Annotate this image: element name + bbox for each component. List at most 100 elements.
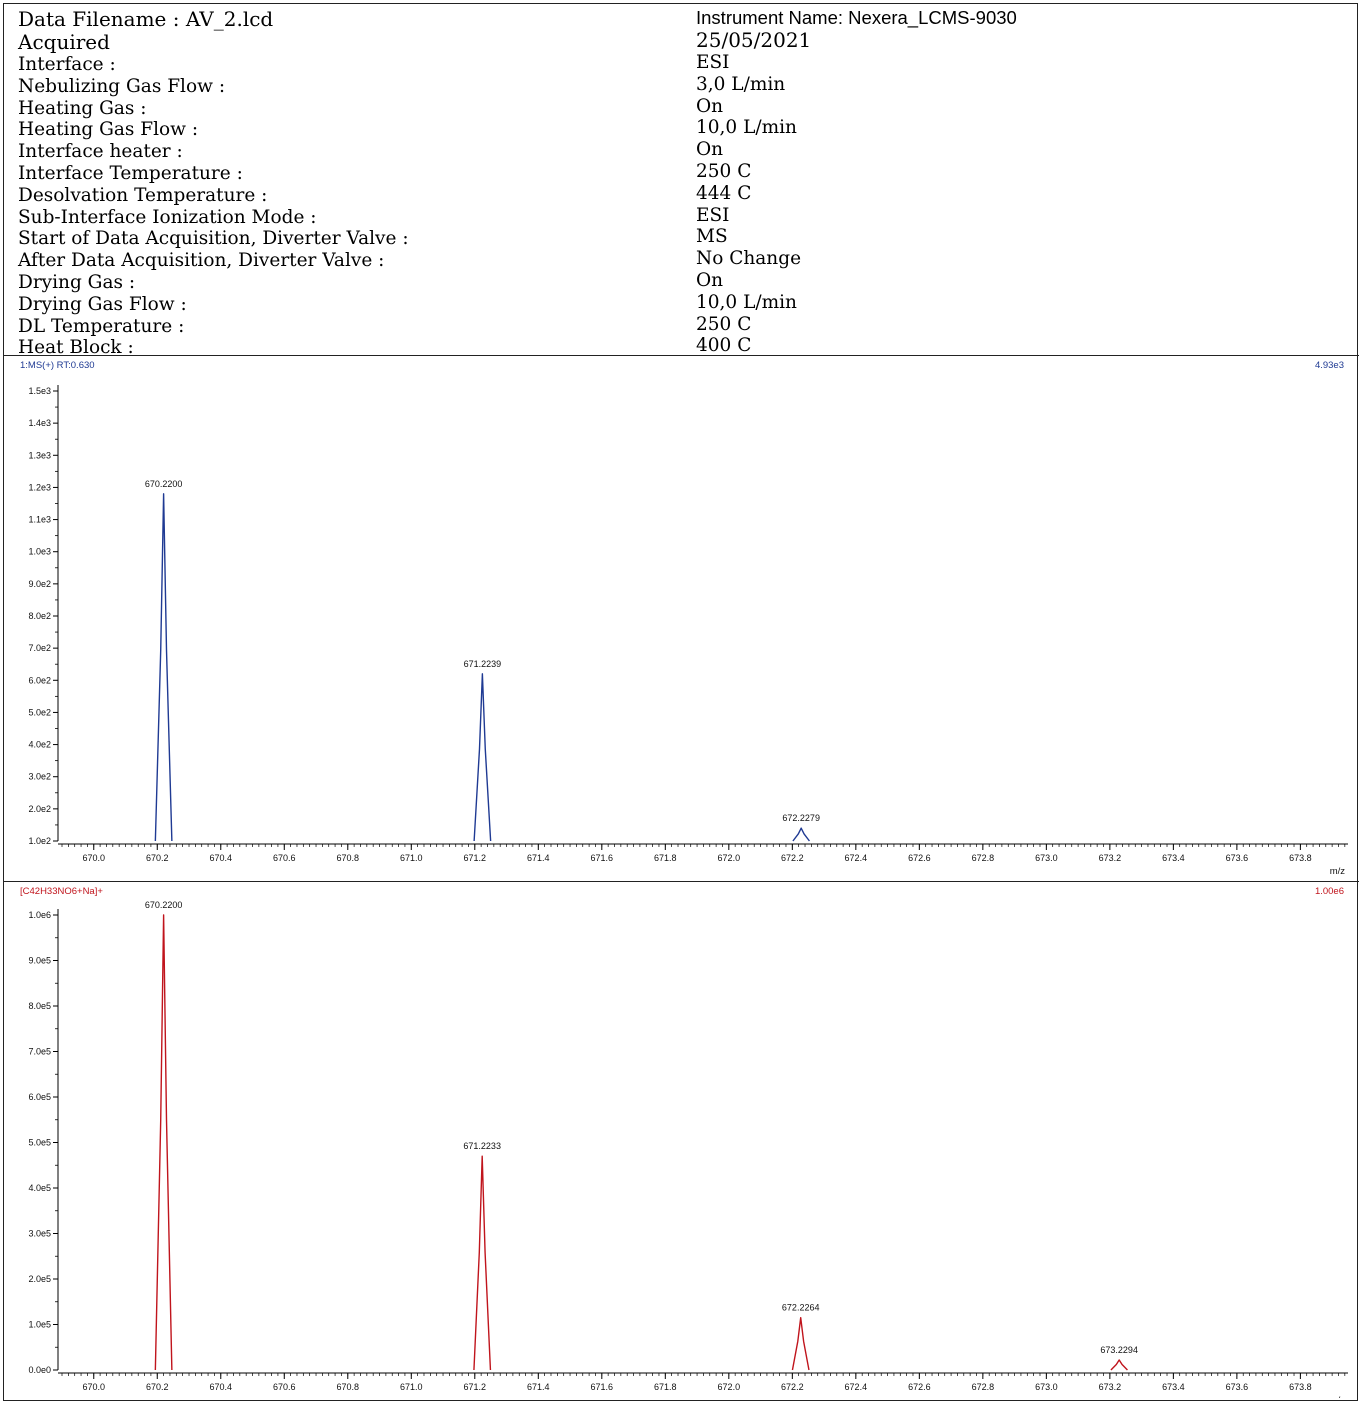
x-tick-label: 671.2	[464, 853, 487, 863]
parameter-name: Interface :	[18, 54, 116, 75]
x-tick-label: 671.8	[654, 853, 677, 863]
x-tick-label: 671.4	[527, 853, 550, 863]
x-tick-label: 672.6	[908, 853, 931, 863]
parameter-name: Heat Block :	[18, 337, 134, 359]
parameter-value: MS	[696, 226, 728, 248]
x-tick-label: 673.8	[1289, 853, 1312, 863]
y-tick-label: 3.0e2	[28, 772, 51, 782]
peak-label: 672.2279	[782, 813, 820, 823]
parameter-value: 250 C	[696, 313, 752, 335]
peak-label: 672.2264	[782, 1303, 820, 1313]
parameter-value: On	[696, 95, 724, 117]
spectrum-peak	[154, 914, 173, 1371]
parameter-name: Data Filename : AV_2.lcd	[18, 7, 274, 31]
y-tick-label: 1.4e3	[28, 418, 51, 428]
x-tick-label: 672.4	[845, 1382, 868, 1392]
x-tick-label: 672.0	[718, 853, 741, 863]
scale-label: 4.93e3	[1315, 360, 1344, 371]
parameter-value: 400 C	[696, 335, 752, 357]
x-tick-label: 672.2	[781, 853, 804, 863]
y-tick-label: 3.0e5	[28, 1229, 51, 1239]
x-tick-label: 671.0	[400, 1382, 423, 1392]
x-tick-label: 670.2	[146, 1382, 169, 1392]
x-tick-label: 672.2	[781, 1382, 804, 1392]
y-tick-label: 1.2e3	[28, 482, 51, 492]
y-tick-label: 6.0e2	[28, 675, 51, 685]
x-tick-label: 670.0	[82, 853, 105, 863]
x-tick-label: 671.2	[464, 1382, 487, 1392]
parameter-name: Acquired	[18, 30, 110, 54]
x-tick-label: 670.4	[209, 853, 232, 863]
y-tick-label: 5.0e2	[28, 707, 51, 717]
spectrum-peak	[1110, 1359, 1128, 1371]
x-tick-label: 670.6	[273, 853, 296, 863]
theoretical-isotope-panel: [C42H33NO6+Na]+ 1.00e6 0.0e0 1.0e5 2.0e5 3.0e…	[4, 882, 1359, 1404]
parameter-name: Interface heater :	[18, 141, 183, 163]
peak-label: 671.2239	[464, 659, 502, 669]
x-tick-label: 672.8	[972, 1382, 995, 1392]
parameter-name: Start of Data Acquisition, Diverter Valv…	[18, 228, 409, 250]
parameter-name: DL Temperature :	[18, 315, 185, 337]
chart-title: 1:MS(+) RT:0.630	[20, 360, 95, 371]
y-tick-label: 4.0e2	[28, 740, 51, 750]
y-tick-label: 7.0e5	[28, 1047, 51, 1057]
chart-title: [C42H33NO6+Na]+	[20, 886, 103, 897]
y-tick-label: 9.0e5	[28, 956, 51, 966]
y-tick-label: 6.0e5	[28, 1092, 51, 1102]
parameter-names-column: Data Filename : AV_2.lcd Acquired Interfac…	[18, 7, 409, 359]
parameter-value: 3,0 L/min	[696, 73, 786, 95]
parameter-name: Nebulizing Gas Flow :	[18, 75, 226, 97]
y-tick-label: 1.3e3	[28, 450, 51, 460]
parameter-value: Instrument Name: Nexera_LCMS-9030	[696, 7, 1017, 28]
parameter-name: Interface Temperature :	[18, 162, 243, 184]
parameter-value: 10,0 L/min	[696, 117, 797, 139]
y-tick-label: 1.1e3	[28, 515, 51, 525]
y-tick-label: 9.0e2	[28, 579, 51, 589]
x-tick-label: 673.4	[1162, 853, 1185, 863]
x-tick-label: 672.4	[845, 853, 868, 863]
parameter-value: ESI	[696, 204, 730, 226]
y-tick-label: 2.0e5	[28, 1274, 51, 1284]
x-tick-label: 673.8	[1289, 1382, 1312, 1392]
parameter-value: 444 C	[696, 182, 752, 204]
x-tick-label: 673.0	[1035, 853, 1058, 863]
parameter-value: 25/05/2021	[696, 28, 812, 52]
x-tick-label: 673.6	[1226, 1382, 1249, 1392]
parameter-name: Heating Gas :	[18, 97, 147, 119]
x-tick-label: 670.2	[146, 853, 169, 863]
x-tick-label: 672.0	[718, 1382, 741, 1392]
parameter-values-column: Instrument Name: Nexera_LCMS-9030 25/05/2…	[696, 6, 1017, 357]
measured-spectrum-panel: 1:MS(+) RT:0.630 4.93e3 1.0e2 2.0e2 3.0e2 4.0…	[4, 356, 1359, 882]
y-tick-label: 1.5e3	[28, 386, 51, 396]
x-tick-label: 671.0	[400, 853, 423, 863]
x-tick-label: 673.2	[1099, 1382, 1122, 1392]
parameter-value: 10,0 L/min	[696, 291, 797, 313]
y-tick-label: 4.0e5	[28, 1183, 51, 1193]
x-tick-label: 670.8	[337, 1382, 360, 1392]
x-tick-label: 671.6	[591, 853, 614, 863]
scale-label: 1.00e6	[1315, 886, 1344, 897]
y-tick-label: 7.0e2	[28, 643, 51, 653]
x-axis-label: m/z	[1330, 1395, 1346, 1398]
spectrum-peak	[792, 827, 810, 842]
y-tick-label: 0.0e0	[28, 1365, 51, 1375]
peak-label: 671.2233	[463, 1141, 501, 1151]
y-tick-label: 5.0e5	[28, 1138, 51, 1148]
spectrum-peak	[473, 673, 492, 842]
peak-label: 670.2200	[145, 479, 183, 489]
parameter-name: Drying Gas Flow :	[18, 293, 187, 315]
y-tick-label: 8.0e5	[28, 1001, 51, 1011]
measured-spectrum-chart: 1:MS(+) RT:0.630 4.93e3 1.0e2 2.0e2 3.0e2 4.0…	[20, 360, 1348, 877]
parameter-name: After Data Acquisition, Diverter Valve :	[18, 250, 385, 272]
x-tick-label: 671.8	[654, 1382, 677, 1392]
parameter-name: Sub-Interface Ionization Mode :	[18, 206, 317, 228]
report-frame: Data Filename : AV_2.lcd Acquired Interfac…	[3, 3, 1359, 1404]
peak-label: 670.2200	[145, 900, 183, 910]
x-tick-label: 673.0	[1035, 1382, 1058, 1392]
parameter-name: Desolvation Temperature :	[18, 184, 268, 206]
theoretical-isotope-chart: [C42H33NO6+Na]+ 1.00e6 0.0e0 1.0e5 2.0e5 3.0e…	[20, 886, 1348, 1404]
peak-label: 673.2294	[1100, 1345, 1138, 1355]
x-tick-label: 673.6	[1226, 853, 1249, 863]
y-tick-label: 1.0e3	[28, 547, 51, 557]
x-tick-label: 671.6	[591, 1382, 614, 1392]
